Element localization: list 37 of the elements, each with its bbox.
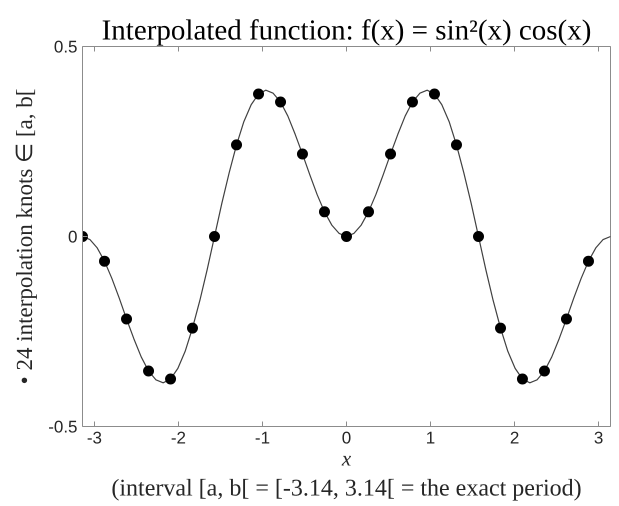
x-tick-label: -3 xyxy=(86,428,102,448)
point xyxy=(473,231,484,242)
point xyxy=(296,148,308,160)
point xyxy=(99,256,110,267)
x-tick-label: 3 xyxy=(594,428,604,448)
x-tick-label: -1 xyxy=(254,428,270,448)
point xyxy=(385,148,396,160)
y-axis-title: • 24 interpolation knots ∈ [a, b[ xyxy=(12,88,38,384)
y-tick-label: 0 xyxy=(68,228,78,246)
point xyxy=(275,96,286,108)
chart-title: Interpolated function: f(x) = sin²(x) cos(x) xyxy=(102,14,592,46)
point xyxy=(516,374,528,384)
x-tick-label: 2 xyxy=(510,428,520,448)
x-tick-label: 1 xyxy=(426,428,436,448)
point xyxy=(253,88,264,100)
point xyxy=(341,231,352,242)
point xyxy=(538,366,550,377)
point xyxy=(121,313,132,324)
x-tick-label: 0 xyxy=(342,428,352,448)
point xyxy=(143,366,154,377)
y-tick-label: -0.5 xyxy=(48,418,78,436)
point xyxy=(560,313,572,324)
point xyxy=(186,322,198,334)
point xyxy=(450,139,462,150)
point xyxy=(231,139,242,150)
point xyxy=(406,96,418,108)
point xyxy=(495,322,506,334)
x-axis-title: x xyxy=(340,446,352,470)
point xyxy=(318,206,330,218)
y-tick-label: 0.5 xyxy=(54,38,78,56)
point xyxy=(165,374,176,384)
point xyxy=(209,231,220,242)
point xyxy=(363,206,374,218)
point xyxy=(582,256,594,267)
point xyxy=(428,88,440,100)
x-tick-label: -2 xyxy=(170,428,186,448)
text: (interval [a, b[ = [-3.14, 3.14[ = the exact period) xyxy=(111,476,582,502)
